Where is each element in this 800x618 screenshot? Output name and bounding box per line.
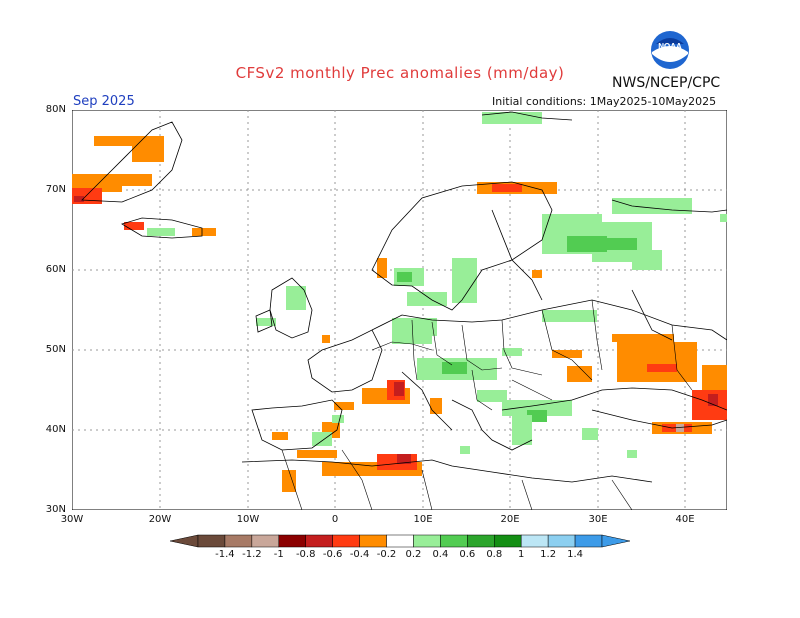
colorbar-swatch [547,534,576,548]
noaa-logo: NOAA [651,31,689,69]
map-title: CFSv2 monthly Prec anomalies (mm/day) [235,64,565,82]
colorbar-swatch [197,534,226,548]
colorbar-tick-label: 1 [518,549,525,560]
colorbar [170,534,630,548]
svg-text:NOAA: NOAA [658,42,682,51]
colorbar-swatch [278,534,306,548]
colorbar-swatch [494,534,522,548]
colorbar-tick-label: 1.2 [540,549,557,560]
lon-label: 10W [236,514,260,525]
colorbar-swatch [224,534,253,548]
colorbar-tick-label: -1.2 [242,549,262,560]
forecast-month: Sep 2025 [73,94,135,109]
colorbar-tick-label: 1.4 [567,549,584,560]
colorbar-tick-label: -0.4 [349,549,370,560]
anomaly-map [72,110,727,510]
coastlines [81,111,727,483]
colorbar-swatch [467,534,495,548]
lon-label: 40E [675,514,695,525]
lat-label: 30N [45,504,66,515]
colorbar-tick-label: 0.6 [459,549,476,560]
colorbar-swatch [440,534,468,548]
colorbar-tick-label: 0.2 [405,549,422,560]
wet-anomalies [147,112,727,458]
lat-label: 40N [45,424,66,435]
initial-conditions: Initial conditions: 1May2025-10May2025 [492,95,717,108]
dry-anomalies [72,136,727,492]
lat-label: 70N [45,184,66,195]
colorbar-swatch [386,534,414,548]
lat-label: 60N [45,264,66,275]
lon-label: 20E [500,514,520,525]
gridlines [72,110,727,510]
colorbar-tick-label: 0.4 [432,549,449,560]
colorbar-max-arrow [601,534,630,548]
colorbar-swatch [520,534,549,548]
lon-label: 20W [148,514,172,525]
colorbar-swatch [332,534,360,548]
lon-label: 30E [588,514,608,525]
colorbar-tick-label: 0.8 [486,549,503,560]
colorbar-swatch [359,534,387,548]
colorbar-tick-label: -0.8 [295,549,316,560]
lon-label: 30W [60,514,84,525]
colorbar-tick-label: -1.4 [215,549,235,560]
colorbar-tick-label: -1 [273,549,284,560]
agency-label: NWS/NCEP/CPC [612,75,721,91]
lon-label: 10E [413,514,433,525]
colorbar-min-arrow [170,534,199,548]
colorbar-swatch [251,534,280,548]
lon-label: 0 [331,514,339,525]
colorbar-tick-label: -0.6 [322,549,343,560]
colorbar-swatch [413,534,441,548]
colorbar-swatch [305,534,333,548]
colorbar-tick-label: -0.2 [376,549,397,560]
lat-label: 80N [45,104,66,115]
lat-label: 50N [45,344,66,355]
borders [281,299,693,510]
colorbar-swatch [574,534,603,548]
